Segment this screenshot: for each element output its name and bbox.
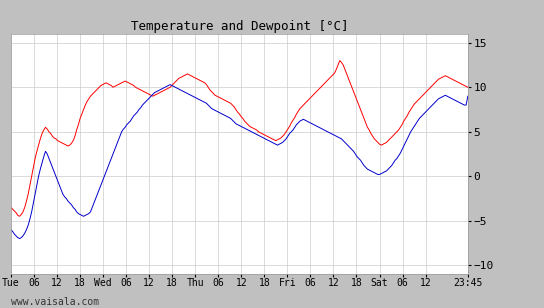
Text: www.vaisala.com: www.vaisala.com: [11, 297, 99, 307]
Title: Temperature and Dewpoint [°C]: Temperature and Dewpoint [°C]: [131, 20, 348, 33]
